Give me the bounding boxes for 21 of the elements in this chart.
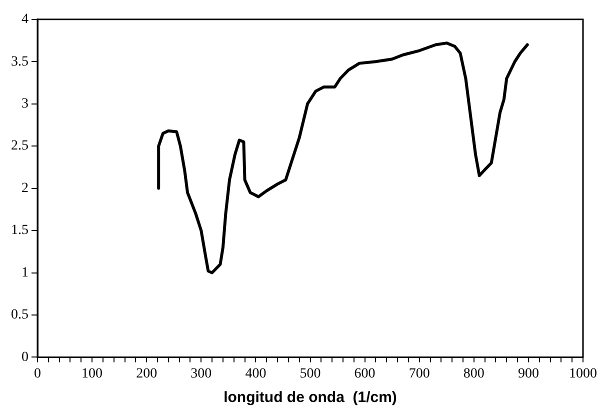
y-tick-label: 3 [22,96,28,112]
x-tick-label: 100 [82,366,103,382]
x-tick-label: 600 [354,366,376,382]
y-tick-label: 0 [22,350,28,365]
y-tick-label: 3.5 [11,54,28,70]
y-tick-label: 1.5 [11,223,28,238]
x-tick-label: 1000 [569,366,597,382]
y-tick-label: 0.5 [11,308,28,323]
x-tick-label: 700 [408,366,430,382]
x-tick-label: 800 [463,366,484,382]
x-tick-label: 300 [190,366,212,382]
y-tick-label: 2.5 [11,138,28,154]
x-tick-label: 400 [245,366,266,382]
x-tick-label: 500 [300,366,321,382]
x-tick-label: 0 [34,366,41,382]
y-tick-label: 2 [22,180,28,196]
x-axis-title: longitud de onda (1/cm) [224,389,397,406]
x-tick-label: 200 [136,366,158,382]
x-tick-label: 900 [518,366,539,382]
y-tick-label: 1 [22,265,28,280]
y-tick-label: 4 [22,12,28,28]
